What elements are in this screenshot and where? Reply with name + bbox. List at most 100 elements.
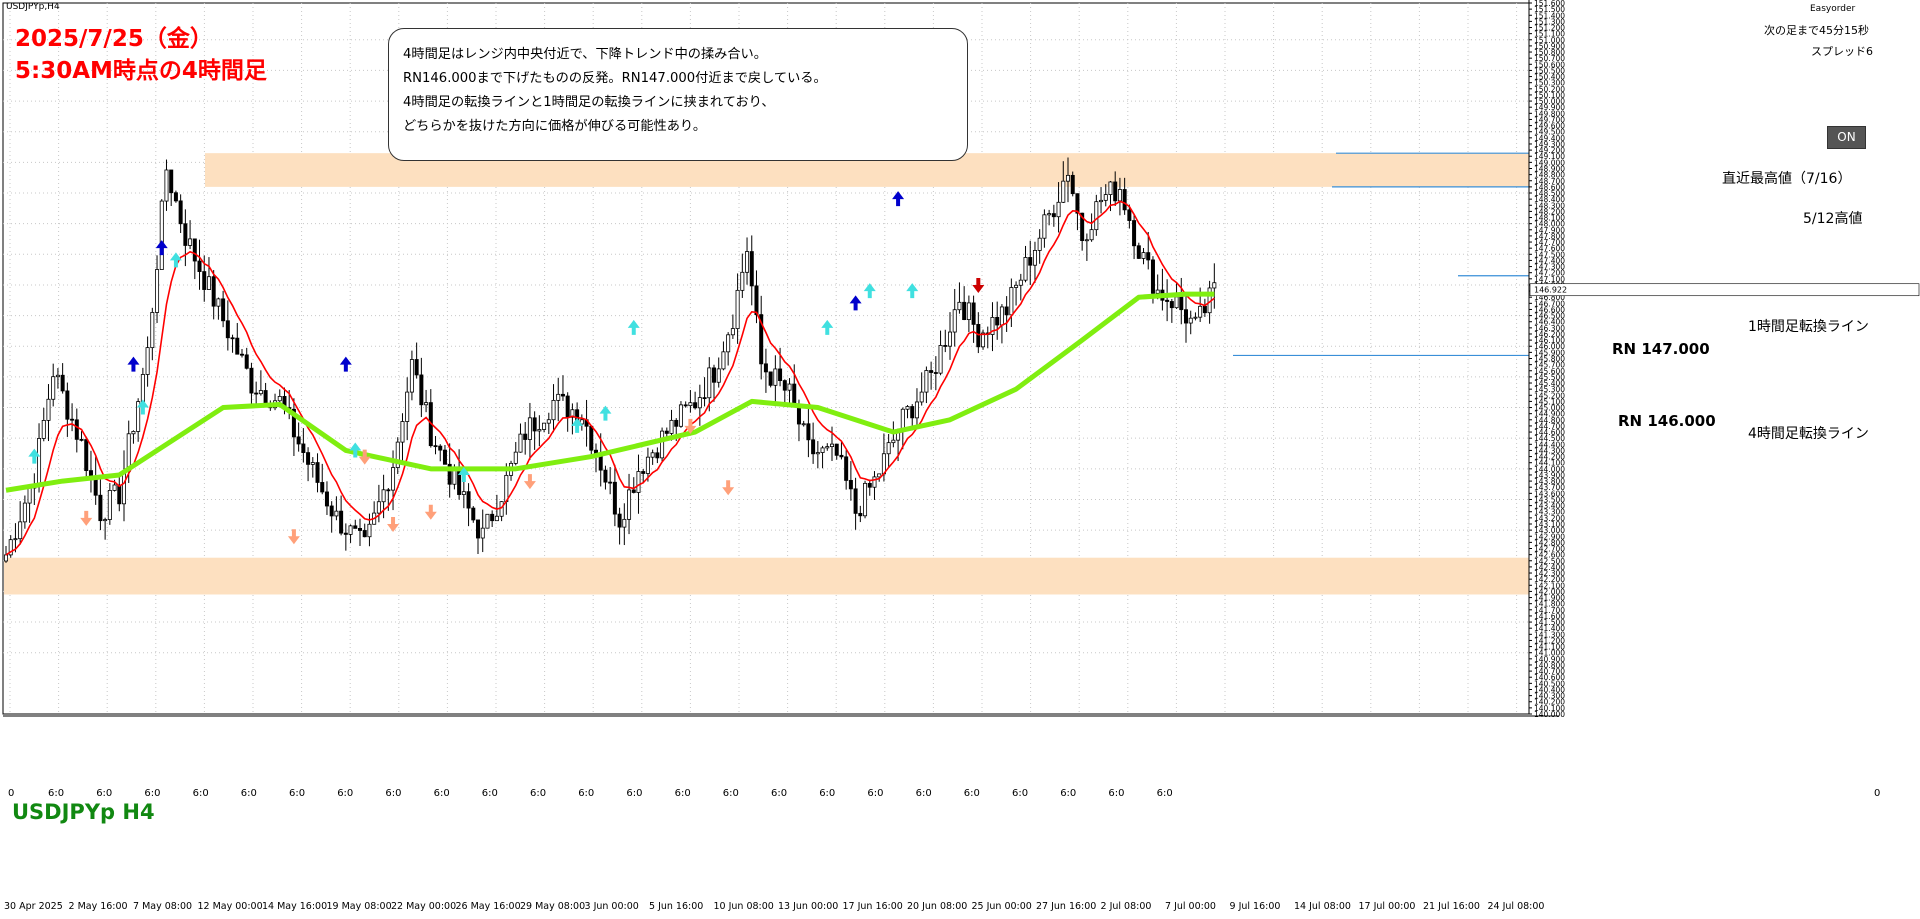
candle-body (70, 418, 75, 421)
time-hour-label: 6:0 (771, 788, 787, 799)
candle-body (249, 367, 254, 394)
candle-body (140, 374, 145, 402)
candle-body (1136, 245, 1141, 259)
candle-body (570, 409, 575, 418)
candle-body (1051, 213, 1056, 218)
signal-arrows (28, 191, 985, 545)
price-tick-label: 142.000 (1534, 587, 1565, 596)
time-date-label: 21 Jul 16:00 (1423, 901, 1480, 912)
candle-body (159, 200, 164, 270)
price-tick-label: 148.700 (1534, 177, 1565, 186)
candle-body (565, 395, 570, 418)
time-date-label: 17 Jul 00:00 (1358, 901, 1416, 912)
candle-body (27, 487, 32, 504)
lower-support-zone (4, 557, 1677, 595)
price-tick-label: 141.500 (1534, 618, 1565, 627)
candle-body (103, 519, 108, 522)
candle-body (230, 337, 235, 340)
candle-body (650, 452, 655, 458)
candle-body (754, 285, 759, 316)
candle-body (381, 489, 386, 503)
candle-body (1014, 284, 1019, 288)
price-tick-label: 141.300 (1534, 630, 1565, 639)
candle-body (164, 169, 169, 202)
candle-body (773, 368, 778, 386)
up-arrow-shape (849, 295, 862, 311)
time-date-label: 10 Jun 08:00 (713, 901, 774, 912)
candle-body (627, 489, 632, 520)
candle-body (197, 260, 202, 272)
candle-body (957, 301, 962, 311)
sell-arrow-icon (972, 277, 985, 293)
buy-arrow-icon (821, 319, 834, 335)
candle-body (976, 323, 981, 348)
candle-body (792, 383, 797, 405)
price-tick-label: 140.300 (1534, 692, 1565, 701)
price-tick-label: 140.000 (1534, 710, 1565, 719)
candle-body (1155, 289, 1160, 294)
candle-body (683, 404, 688, 407)
candle-body (1047, 213, 1052, 216)
candle-body (603, 469, 608, 483)
candle-body (655, 452, 660, 459)
moving-averages (5, 200, 1215, 556)
price-tick-label: 147.800 (1534, 232, 1565, 241)
price-tick-label: 140.400 (1534, 685, 1565, 694)
note-line: 4時間足の転換ラインと1時間足の転換ラインに挟まれており、 (403, 95, 775, 110)
candle-body (211, 276, 216, 307)
candle-body (905, 406, 910, 410)
price-tick-label: 151.600 (1534, 0, 1565, 8)
price-tick-label: 144.400 (1534, 440, 1565, 449)
time-date-label: 17 Jun 16:00 (842, 901, 903, 912)
buy-arrow-icon (457, 466, 470, 482)
price-tick-label: 140.900 (1534, 655, 1565, 664)
candle-body (339, 510, 344, 534)
candle-body (112, 484, 117, 491)
candle-body (669, 419, 674, 434)
candle-body (858, 512, 863, 517)
price-tick-label: 146.700 (1534, 299, 1565, 308)
candle-body (830, 443, 835, 448)
candle-body (376, 501, 381, 514)
candle-body (131, 431, 136, 435)
candle-body (1023, 257, 1028, 281)
candle-body (367, 523, 372, 538)
buy-arrow-icon (349, 442, 362, 458)
h4-turn-line-label: 4時間足転換ライン (1748, 426, 1869, 442)
candle-body (801, 423, 806, 426)
price-tick-label: 142.400 (1534, 563, 1565, 572)
down-arrow-shape (684, 418, 697, 434)
candle-body (664, 430, 669, 434)
candle-body (263, 390, 268, 404)
down-arrow-shape (972, 277, 985, 293)
candle-body (424, 402, 429, 406)
up-arrow-shape (906, 283, 919, 299)
price-tick-label: 141.600 (1534, 612, 1565, 621)
current-price-label: 146.922 (1534, 286, 1567, 295)
candle-body (622, 518, 627, 528)
on-toggle-button[interactable]: ON (1827, 126, 1866, 149)
price-tick-label: 140.800 (1534, 661, 1565, 670)
candle-body (386, 489, 391, 492)
candle-body (617, 513, 622, 528)
candle-body (697, 397, 702, 409)
candle-body (693, 402, 698, 409)
price-tick-label: 149.600 (1534, 122, 1565, 131)
candle-body (145, 347, 150, 375)
price-tick-label: 151.300 (1534, 17, 1565, 26)
symbol-timeframe-label: USDJPYp H4 (12, 800, 155, 824)
price-tick-label: 142.700 (1534, 545, 1565, 554)
candle-body (490, 513, 495, 522)
h1-turn-line-label: 1時間足転換ライン (1748, 319, 1869, 335)
time-date-label: 19 May 08:00 (326, 901, 392, 912)
price-tick-label: 149.300 (1534, 140, 1565, 149)
candle-body (65, 390, 70, 420)
up-arrow-shape (155, 240, 168, 256)
candle-body (452, 469, 457, 485)
price-tick-label: 146.800 (1534, 293, 1565, 302)
candle-body (702, 397, 707, 400)
buy-arrow-icon (28, 448, 41, 464)
candle-body (721, 351, 726, 370)
price-tick-label: 144.200 (1534, 453, 1565, 462)
price-tick-label: 143.800 (1534, 477, 1565, 486)
